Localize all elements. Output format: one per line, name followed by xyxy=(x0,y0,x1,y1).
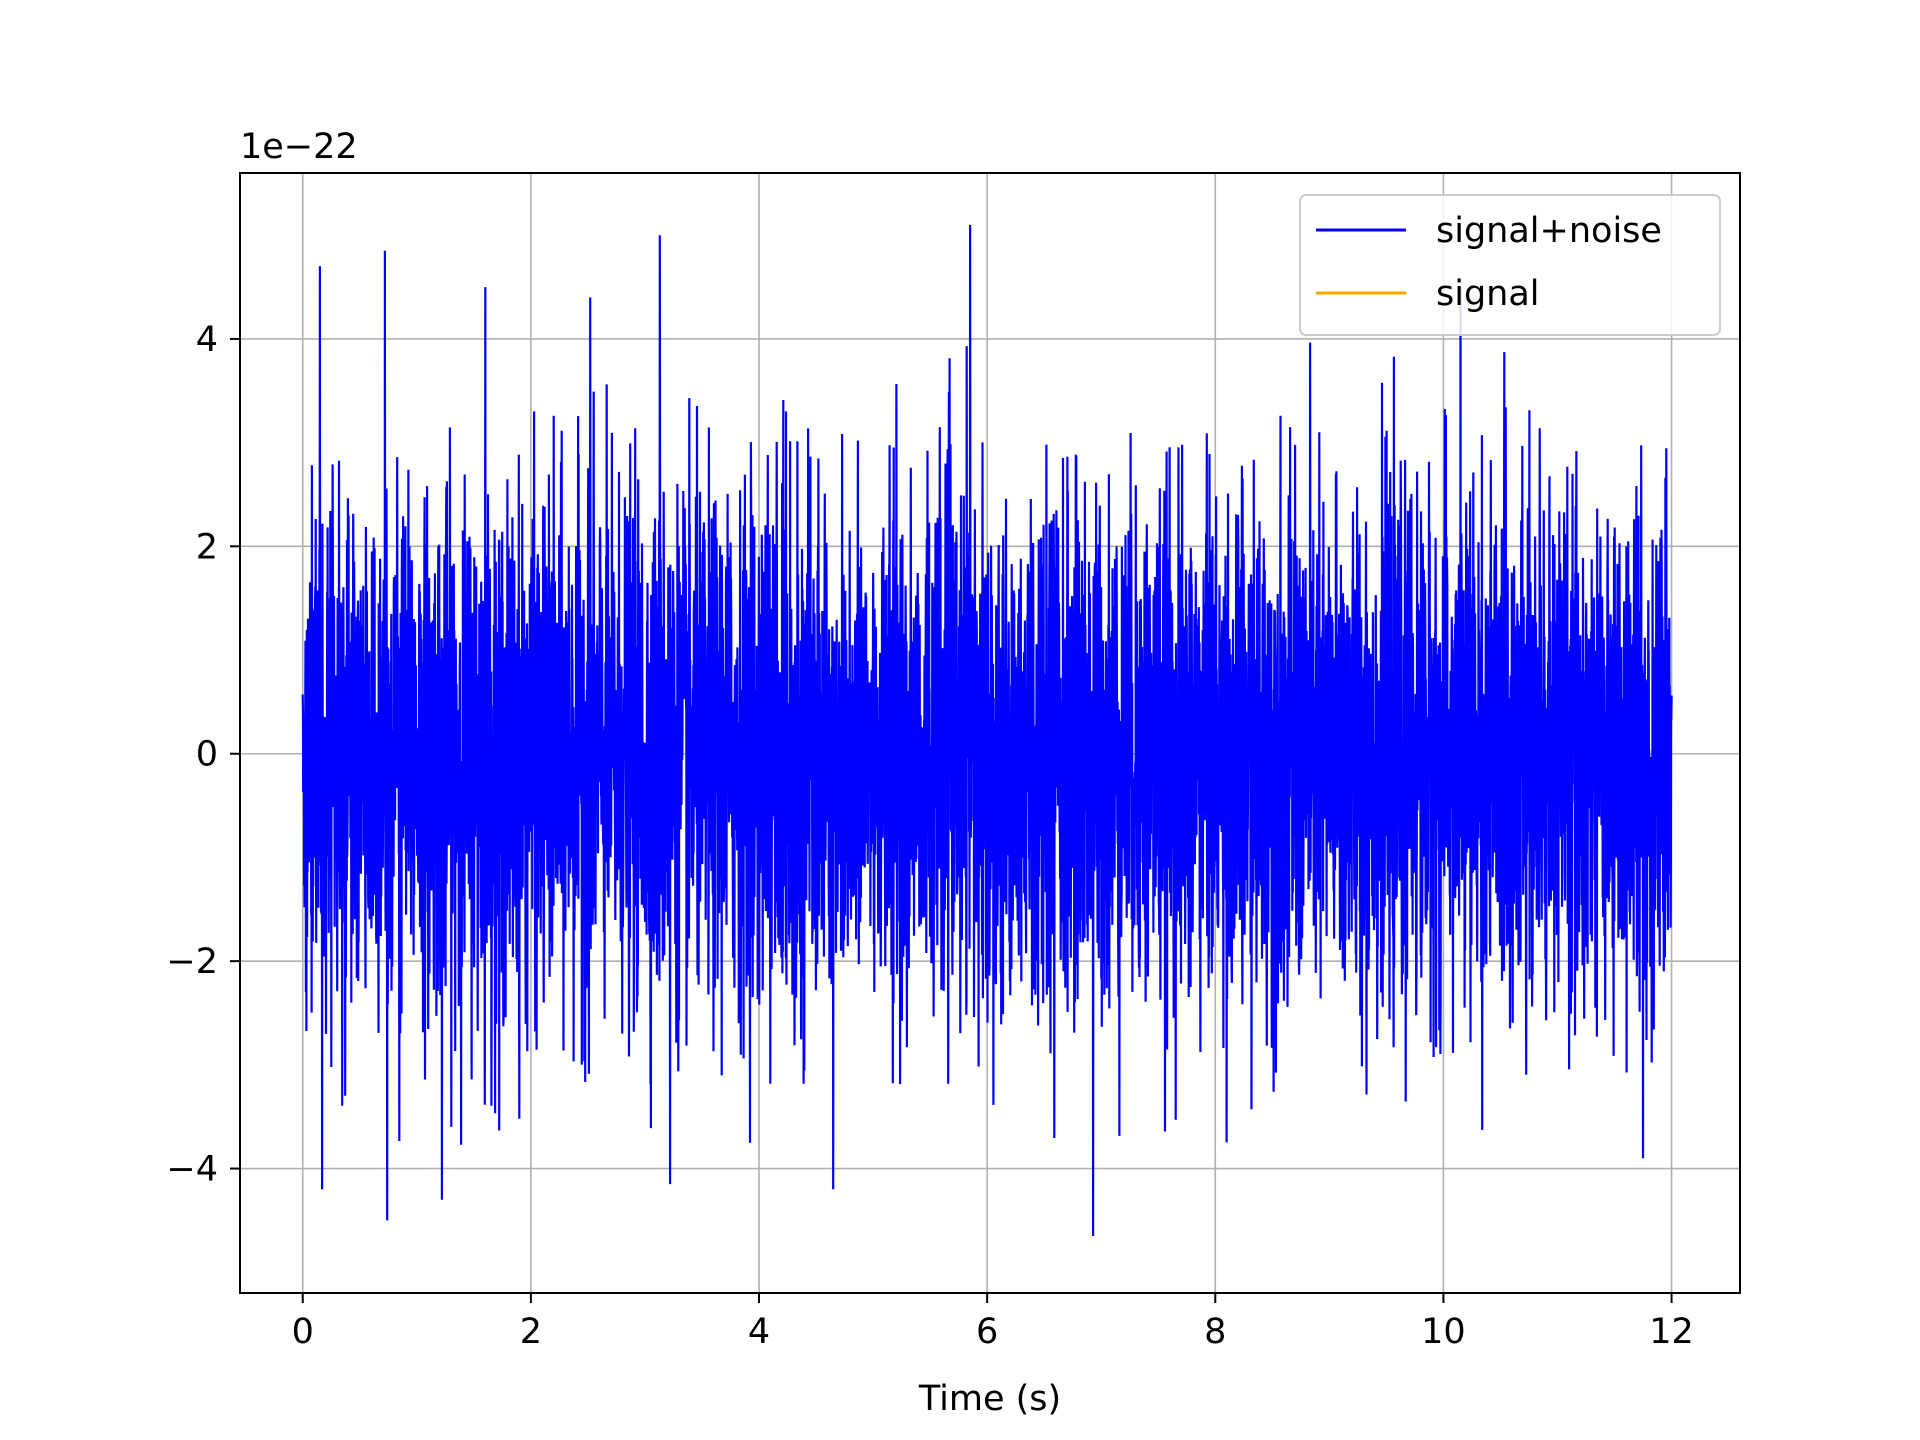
x-tick-label: 4 xyxy=(748,1312,770,1352)
y-tick-label: 4 xyxy=(196,320,218,360)
legend-label-signal: signal xyxy=(1436,274,1540,314)
x-tick-label: 12 xyxy=(1649,1312,1694,1352)
x-tick-label: 10 xyxy=(1421,1312,1466,1352)
series-layer xyxy=(301,224,1673,1237)
axis-ticks: 0 2 4 6 8 10 12 −4 −2 0 2 4 xyxy=(166,320,1693,1352)
x-tick-label: 2 xyxy=(520,1312,542,1352)
y-tick-label: −4 xyxy=(166,1150,218,1190)
x-tick-label: 6 xyxy=(976,1312,998,1352)
y-tick-label: 0 xyxy=(196,735,218,775)
plot-frame xyxy=(239,172,1741,1294)
legend-label-signal-noise: signal+noise xyxy=(1436,211,1662,251)
legend: signal+noise signal xyxy=(1299,194,1721,336)
x-tick-label: 8 xyxy=(1204,1312,1226,1352)
x-axis-label: Time (s) xyxy=(918,1379,1061,1419)
x-tick-label: 0 xyxy=(292,1312,314,1352)
series-line-signal-noise xyxy=(301,224,1673,1237)
y-scale-label: 1e−22 xyxy=(240,127,358,167)
y-tick-label: 2 xyxy=(196,527,218,567)
y-tick-label: −2 xyxy=(166,942,218,982)
